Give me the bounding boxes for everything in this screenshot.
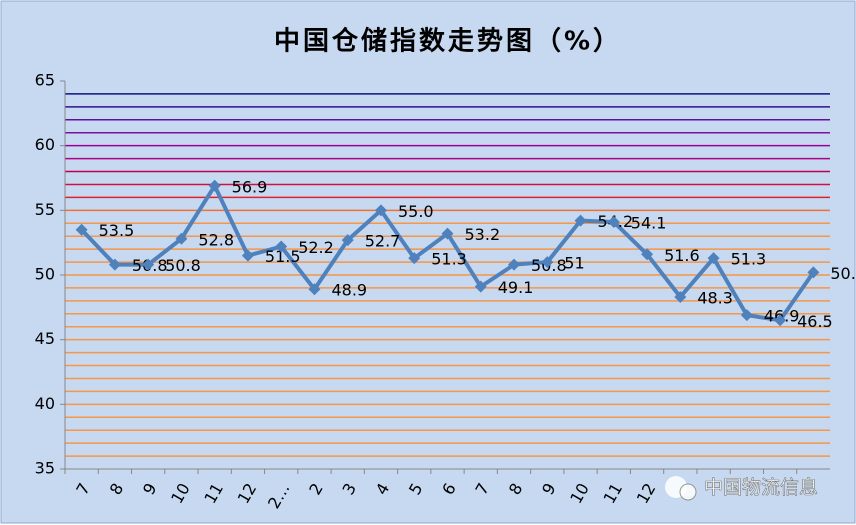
data-label: 52.8 [198, 230, 234, 249]
marker [774, 314, 787, 327]
data-label: 51.3 [731, 250, 767, 269]
data-label: 51.6 [664, 246, 700, 265]
data-label: 53.2 [465, 225, 501, 244]
marker [408, 252, 421, 265]
marker [508, 258, 521, 271]
data-label: 51.5 [265, 247, 301, 266]
data-label: 52.2 [298, 238, 334, 257]
marker [541, 256, 554, 269]
data-label: 48.3 [697, 288, 733, 307]
data-label: 53.5 [99, 221, 135, 240]
data-label: 50.8 [165, 256, 201, 275]
data-label: 55.0 [398, 202, 434, 221]
marker [574, 214, 587, 227]
data-label: 52.7 [365, 232, 401, 251]
marker [308, 283, 321, 296]
marker [175, 232, 188, 245]
marker [275, 240, 288, 253]
y-tick-label: 40 [35, 394, 55, 413]
data-label: 50.2 [830, 264, 856, 283]
marker [740, 309, 753, 322]
data-label: 51 [564, 254, 584, 273]
marker [474, 280, 487, 293]
watermark-icon [679, 483, 697, 501]
marker [108, 258, 121, 271]
y-tick-label: 45 [35, 329, 55, 348]
data-label: 51.3 [431, 250, 467, 269]
marker [441, 227, 454, 240]
marker [341, 234, 354, 247]
y-tick-label: 60 [35, 135, 55, 154]
watermark-text: 中国物流信息 [704, 477, 818, 499]
data-label: 54.1 [631, 213, 667, 232]
marker [674, 290, 687, 303]
marker [374, 204, 387, 217]
marker [241, 249, 254, 262]
y-tick-label: 50 [35, 265, 55, 284]
marker [75, 223, 88, 236]
y-tick-label: 65 [35, 71, 55, 90]
data-label: 46.5 [797, 312, 833, 331]
marker [707, 252, 720, 265]
marker [208, 179, 221, 192]
data-label: 48.9 [331, 281, 367, 300]
y-tick-label: 55 [35, 200, 55, 219]
marker [607, 215, 620, 228]
marker [807, 266, 820, 279]
y-tick-label: 35 [35, 459, 55, 478]
marker [142, 258, 155, 271]
data-label: 56.9 [232, 177, 268, 196]
watermark: 中国物流信息 [665, 476, 818, 501]
marker [641, 248, 654, 261]
data-label: 49.1 [498, 278, 534, 297]
chart-title: 中国仓储指数走势图（%） [274, 26, 622, 57]
